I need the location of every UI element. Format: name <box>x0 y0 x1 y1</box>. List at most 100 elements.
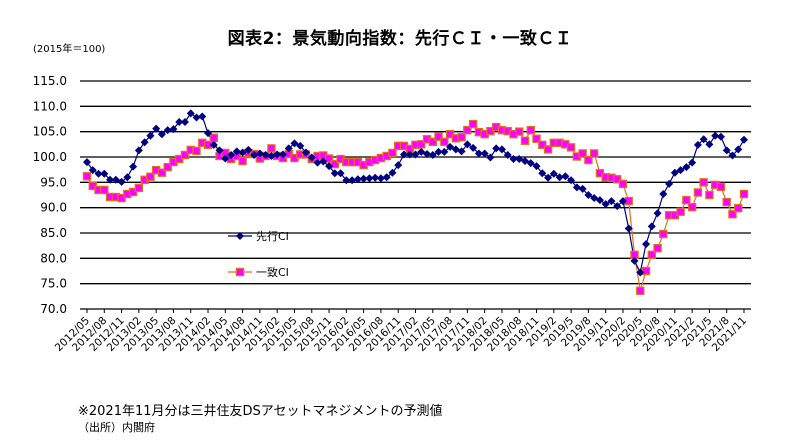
coincident-ci-point <box>728 210 737 219</box>
coincident-ci-point <box>330 159 340 169</box>
leading-ci-point <box>434 147 443 156</box>
leading-ci-point <box>186 109 195 118</box>
y-tick-label: 105.0 <box>33 125 67 139</box>
coincident-ci-point <box>520 136 530 145</box>
y-tick-label: 95.0 <box>40 175 67 189</box>
coincident-ci-point <box>584 155 593 165</box>
coincident-ci-point <box>618 179 628 189</box>
coincident-ci-point <box>687 202 697 212</box>
y-tick-label: 80.0 <box>40 251 67 265</box>
leading-ci-point <box>601 200 610 209</box>
leading-ci-point <box>497 145 506 154</box>
leading-ci-point <box>134 146 143 155</box>
coincident-ci-point <box>457 133 466 142</box>
leading-ci-point <box>399 150 408 159</box>
legend-marker <box>236 232 244 240</box>
leading-ci-point <box>584 191 593 199</box>
leading-ci-point <box>711 131 720 140</box>
legend-label: 先行CI <box>256 230 289 243</box>
leading-ci-point <box>411 150 420 159</box>
leading-ci-point <box>492 144 501 153</box>
coincident-ci-point <box>647 250 656 259</box>
leading-ci-point <box>463 140 472 149</box>
leading-ci-point <box>238 148 247 157</box>
leading-ci-point <box>722 146 731 155</box>
coincident-ci-point <box>722 197 731 207</box>
leading-ci-point <box>405 150 414 159</box>
coincident-ci-point <box>716 182 726 192</box>
coincident-ci-point <box>267 144 276 153</box>
leading-ci-point <box>740 135 748 144</box>
chart-title: 図表2：景気動向指数：先行ＣＩ・一致ＣＩ <box>227 29 573 49</box>
leading-ci-point <box>100 169 109 178</box>
coincident-ci-point <box>699 178 708 187</box>
leading-ci-point <box>503 150 512 159</box>
coincident-ci-point <box>682 195 691 205</box>
coincident-ci-point <box>434 132 443 141</box>
leading-ci-point <box>630 256 639 265</box>
leading-ci-point <box>440 147 449 156</box>
leading-ci-point <box>670 168 679 177</box>
leading-ci-point <box>250 150 259 159</box>
y-tick-label: 100.0 <box>33 150 67 164</box>
y-tick-label: 75.0 <box>40 277 67 291</box>
coincident-ci-point <box>163 162 172 172</box>
footnote: ※2021年11月分は三井住友DSアセットマネジメントの予測値 <box>78 404 443 419</box>
leading-ci-point <box>642 240 651 249</box>
coincident-ci-point <box>641 266 651 276</box>
leading-ci-point <box>624 224 633 233</box>
leading-ci-point <box>423 149 432 158</box>
leading-ci-point <box>152 124 161 133</box>
coincident-ci-point <box>388 148 397 158</box>
leading-ci-point <box>140 138 149 147</box>
leading-ci-point <box>163 126 172 135</box>
coincident-ci-point <box>463 125 472 135</box>
leading-ci-point <box>307 153 316 162</box>
y-tick-label: 115.0 <box>33 74 67 88</box>
coincident-ci-point <box>538 140 547 150</box>
coincident-ci-point <box>82 172 92 181</box>
leading-ci-point <box>146 131 155 140</box>
leading-ci-point <box>94 169 103 178</box>
source-note: （出所）内閣府 <box>78 421 155 434</box>
leading-ci-point <box>204 129 213 138</box>
leading-ci-point <box>192 113 201 122</box>
leading-ci-point <box>342 176 351 185</box>
leading-ci-point <box>273 150 282 159</box>
coincident-ci-point <box>180 150 190 160</box>
leading-ci-point <box>693 140 702 149</box>
leading-ci-point <box>555 173 564 182</box>
coincident-ci-point <box>100 185 109 195</box>
leading-ci-point <box>365 174 374 183</box>
coincident-ci-point <box>238 156 247 166</box>
leading-ci-point <box>313 158 322 167</box>
leading-ci-point <box>123 173 132 182</box>
leading-ci-point <box>595 196 604 205</box>
leading-ci-point <box>653 209 662 218</box>
coincident-ci-point <box>146 172 155 181</box>
leading-ci-point <box>705 140 714 149</box>
coincident-ci-point <box>578 149 587 158</box>
leading-ci-point <box>296 141 305 150</box>
leading-ci-point <box>676 166 685 175</box>
leading-ci-point <box>376 174 385 183</box>
leading-ci-point <box>255 149 264 158</box>
coincident-ci-point <box>566 143 576 152</box>
coincident-ci-point <box>589 149 599 158</box>
y-tick-label: 70.0 <box>40 302 67 316</box>
leading-ci-point <box>509 155 518 164</box>
leading-ci-point <box>428 150 437 159</box>
coincident-ci-point <box>613 175 622 184</box>
leading-ci-point <box>532 162 541 171</box>
leading-ci-point <box>232 147 241 156</box>
legend-marker <box>235 267 245 277</box>
leading-ci-point <box>607 197 616 206</box>
leading-ci-point <box>613 202 622 211</box>
leading-ci-point <box>647 222 656 231</box>
leading-ci-point <box>325 162 334 171</box>
coincident-ci-point <box>734 203 743 213</box>
coincident-ci-point <box>440 137 449 146</box>
unit-label: (2015年＝100) <box>33 44 106 55</box>
leading-ci-point <box>353 175 362 184</box>
leading-ci-point <box>728 151 737 160</box>
